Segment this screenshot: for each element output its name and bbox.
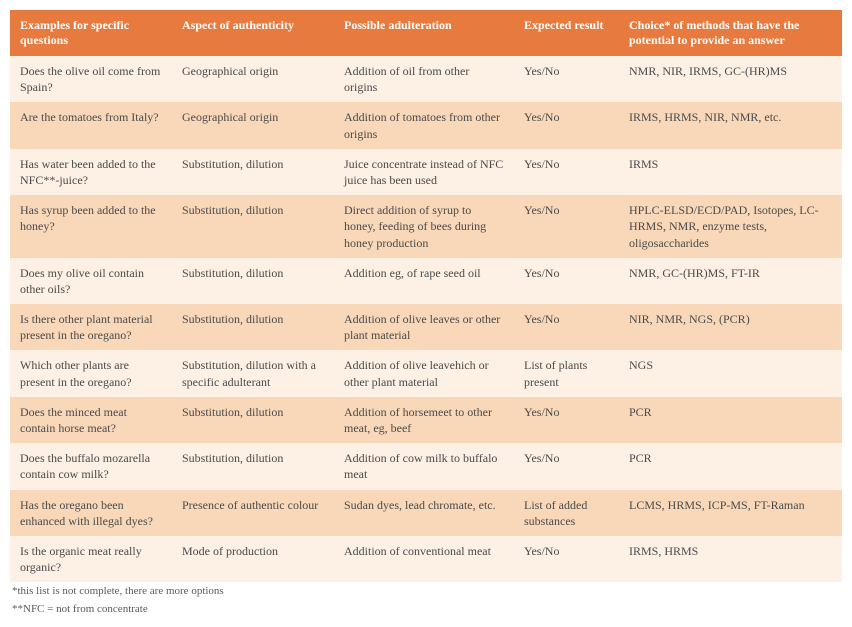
cell-expected: Yes/No — [514, 149, 619, 195]
header-row: Examples for specific questions Aspect o… — [10, 10, 842, 56]
cell-expected: Yes/No — [514, 258, 619, 304]
cell-question: Which other plants are present in the or… — [10, 350, 172, 396]
cell-methods: HPLC-ELSD/ECD/PAD, Isotopes, LC-HRMS, NM… — [619, 195, 842, 258]
cell-question: Has the oregano been enhanced with illeg… — [10, 490, 172, 536]
cell-question: Are the tomatoes from Italy? — [10, 102, 172, 148]
cell-question: Has syrup been added to the honey? — [10, 195, 172, 258]
cell-expected: Yes/No — [514, 304, 619, 350]
cell-expected: List of added substances — [514, 490, 619, 536]
table-row: Does the minced meat contain horse meat?… — [10, 397, 842, 443]
table-row: Is there other plant material present in… — [10, 304, 842, 350]
cell-adulteration: Addition eg, of rape seed oil — [334, 258, 514, 304]
cell-methods: LCMS, HRMS, ICP-MS, FT-Raman — [619, 490, 842, 536]
cell-question: Is the organic meat really organic? — [10, 536, 172, 582]
table-row: Does the buffalo mozarella contain cow m… — [10, 443, 842, 489]
cell-methods: NMR, NIR, IRMS, GC-(HR)MS — [619, 56, 842, 102]
footnote-2: **NFC = not from concentrate — [10, 602, 842, 617]
cell-adulteration: Addition of olive leavehich or other pla… — [334, 350, 514, 396]
cell-aspect: Geographical origin — [172, 56, 334, 102]
header-methods: Choice* of methods that have the potenti… — [619, 10, 842, 56]
cell-methods: NGS — [619, 350, 842, 396]
table-row: Has water been added to the NFC**-juice?… — [10, 149, 842, 195]
table-body: Does the olive oil come from Spain? Geog… — [10, 56, 842, 582]
cell-adulteration: Addition of conventional meat — [334, 536, 514, 582]
header-aspect: Aspect of authenticity — [172, 10, 334, 56]
cell-expected: Yes/No — [514, 102, 619, 148]
table-row: Is the organic meat really organic? Mode… — [10, 536, 842, 582]
cell-question: Does the minced meat contain horse meat? — [10, 397, 172, 443]
cell-question: Does my olive oil contain other oils? — [10, 258, 172, 304]
table-row: Are the tomatoes from Italy? Geographica… — [10, 102, 842, 148]
cell-aspect: Substitution, dilution — [172, 443, 334, 489]
cell-aspect: Substitution, dilution — [172, 304, 334, 350]
table-row: Has the oregano been enhanced with illeg… — [10, 490, 842, 536]
header-questions: Examples for specific questions — [10, 10, 172, 56]
cell-methods: NMR, GC-(HR)MS, FT-IR — [619, 258, 842, 304]
cell-adulteration: Sudan dyes, lead chromate, etc. — [334, 490, 514, 536]
cell-methods: IRMS, HRMS — [619, 536, 842, 582]
cell-adulteration: Addition of olive leaves or other plant … — [334, 304, 514, 350]
table-row: Does my olive oil contain other oils? Su… — [10, 258, 842, 304]
cell-adulteration: Direct addition of syrup to honey, feedi… — [334, 195, 514, 258]
cell-adulteration: Addition of cow milk to buffalo meat — [334, 443, 514, 489]
table-row: Which other plants are present in the or… — [10, 350, 842, 396]
cell-methods: PCR — [619, 397, 842, 443]
cell-aspect: Presence of authentic colour — [172, 490, 334, 536]
cell-expected: Yes/No — [514, 443, 619, 489]
cell-methods: IRMS — [619, 149, 842, 195]
footnote-1: *this list is not complete, there are mo… — [10, 584, 842, 599]
table-row: Does the olive oil come from Spain? Geog… — [10, 56, 842, 102]
cell-aspect: Substitution, dilution — [172, 397, 334, 443]
cell-aspect: Geographical origin — [172, 102, 334, 148]
cell-adulteration: Addition of oil from other origins — [334, 56, 514, 102]
cell-expected: Yes/No — [514, 195, 619, 258]
cell-aspect: Substitution, dilution — [172, 258, 334, 304]
cell-methods: PCR — [619, 443, 842, 489]
cell-adulteration: Juice concentrate instead of NFC juice h… — [334, 149, 514, 195]
cell-adulteration: Addition of horsemeet to other meat, eg,… — [334, 397, 514, 443]
cell-question: Has water been added to the NFC**-juice? — [10, 149, 172, 195]
cell-adulteration: Addition of tomatoes from other origins — [334, 102, 514, 148]
header-expected: Expected result — [514, 10, 619, 56]
cell-aspect: Substitution, dilution with a specific a… — [172, 350, 334, 396]
cell-methods: IRMS, HRMS, NIR, NMR, etc. — [619, 102, 842, 148]
table-row: Has syrup been added to the honey? Subst… — [10, 195, 842, 258]
cell-question: Is there other plant material present in… — [10, 304, 172, 350]
cell-expected: List of plants present — [514, 350, 619, 396]
cell-methods: NIR, NMR, NGS, (PCR) — [619, 304, 842, 350]
cell-aspect: Mode of production — [172, 536, 334, 582]
cell-expected: Yes/No — [514, 56, 619, 102]
cell-expected: Yes/No — [514, 397, 619, 443]
header-adulteration: Possible adulteration — [334, 10, 514, 56]
cell-question: Does the olive oil come from Spain? — [10, 56, 172, 102]
cell-aspect: Substitution, dilution — [172, 149, 334, 195]
cell-question: Does the buffalo mozarella contain cow m… — [10, 443, 172, 489]
cell-expected: Yes/No — [514, 536, 619, 582]
cell-aspect: Substitution, dilution — [172, 195, 334, 258]
authenticity-table: Examples for specific questions Aspect o… — [10, 10, 842, 582]
